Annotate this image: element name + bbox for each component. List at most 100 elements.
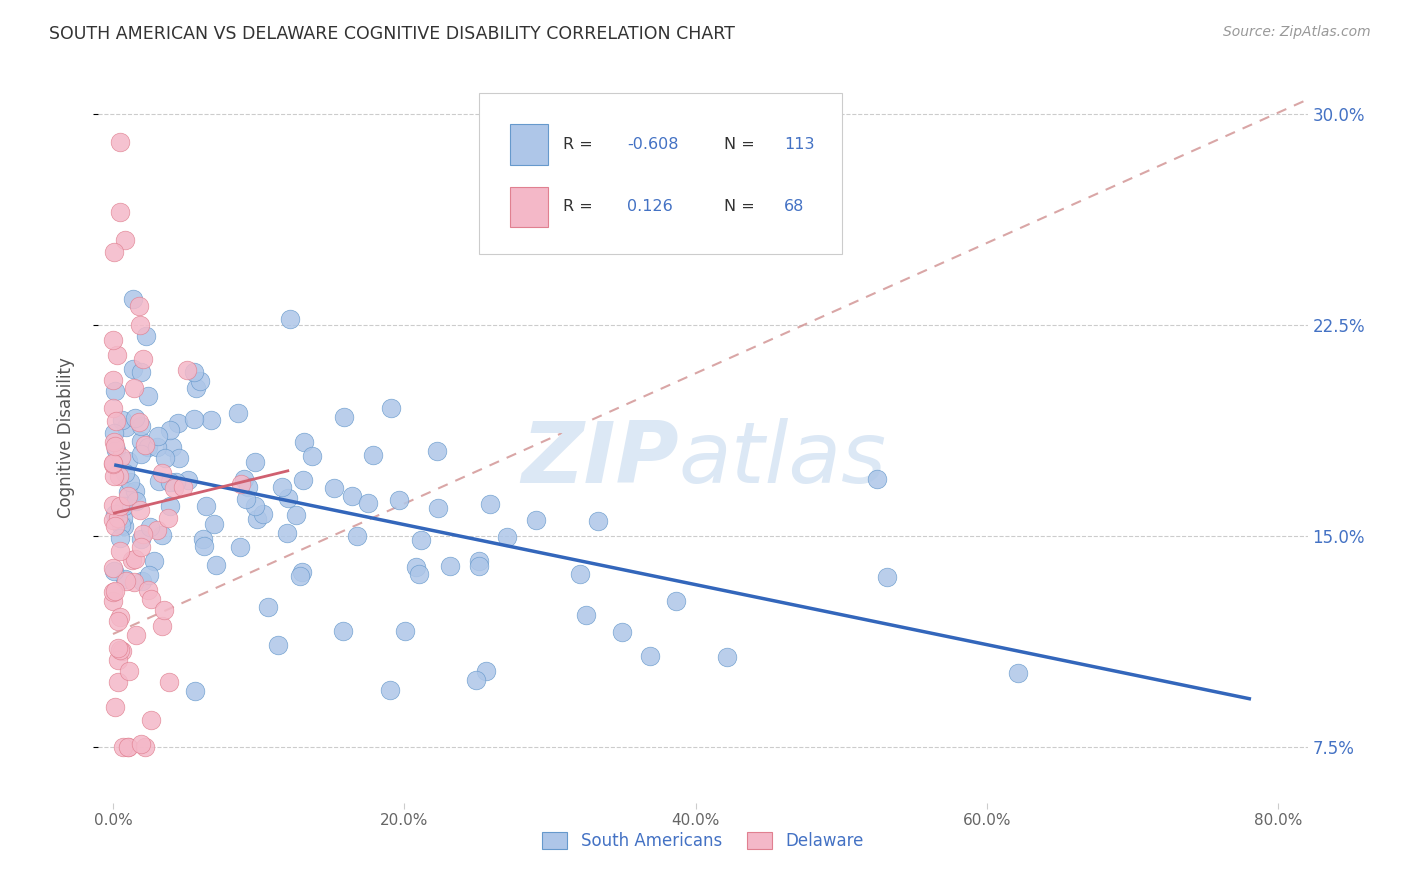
FancyBboxPatch shape <box>509 186 548 227</box>
Point <box>145 524 167 538</box>
Point <box>101 457 124 471</box>
Point <box>121 553 143 567</box>
Point <box>380 401 402 415</box>
Point <box>108 469 131 483</box>
Point <box>195 499 218 513</box>
Point <box>108 642 131 657</box>
Point <box>183 683 205 698</box>
Point <box>524 513 547 527</box>
Point <box>104 699 127 714</box>
Point <box>252 507 274 521</box>
Point <box>124 574 146 589</box>
Point <box>285 508 308 522</box>
Point <box>129 446 152 460</box>
Point <box>176 363 198 377</box>
Point <box>155 450 177 465</box>
Point <box>124 494 146 508</box>
Point <box>131 532 153 546</box>
Point <box>153 603 176 617</box>
Point <box>117 485 139 500</box>
Point <box>866 472 889 486</box>
Text: ZIP: ZIP <box>522 417 679 500</box>
Point <box>101 498 124 512</box>
Point <box>425 444 447 458</box>
Point <box>125 628 148 642</box>
Text: N =: N = <box>724 137 759 152</box>
Point <box>107 614 129 628</box>
Point <box>612 625 634 640</box>
Point <box>291 473 314 487</box>
Point <box>131 574 153 588</box>
Point <box>257 600 280 615</box>
Point <box>332 624 354 638</box>
Point <box>193 532 215 546</box>
Point <box>235 491 257 506</box>
Point <box>104 439 127 453</box>
Point <box>1007 665 1029 680</box>
Point <box>107 674 129 689</box>
Point <box>246 512 269 526</box>
Point <box>202 516 225 531</box>
FancyBboxPatch shape <box>479 94 842 254</box>
Point <box>271 480 294 494</box>
Point <box>243 499 266 513</box>
Point <box>200 412 222 426</box>
Point <box>342 489 364 503</box>
Point <box>160 440 183 454</box>
Point <box>115 420 138 434</box>
Text: SOUTH AMERICAN VS DELAWARE COGNITIVE DISABILITY CORRELATION CHART: SOUTH AMERICAN VS DELAWARE COGNITIVE DIS… <box>49 25 735 43</box>
Point <box>159 423 181 437</box>
Point <box>129 419 152 434</box>
Point <box>111 510 134 524</box>
Point <box>148 474 170 488</box>
Point <box>124 483 146 498</box>
Point <box>118 664 141 678</box>
Point <box>120 475 142 490</box>
Point <box>101 584 124 599</box>
Point <box>112 499 135 513</box>
Point <box>226 406 249 420</box>
Point <box>166 416 188 430</box>
Point <box>468 558 491 573</box>
Point <box>229 540 252 554</box>
Point <box>465 673 488 687</box>
Point <box>159 475 181 489</box>
Point <box>129 503 152 517</box>
Point <box>145 440 167 454</box>
Point <box>205 558 228 572</box>
Point <box>103 334 125 348</box>
Point <box>112 739 135 754</box>
Point <box>159 499 181 513</box>
Point <box>138 567 160 582</box>
Point <box>478 497 501 511</box>
Point <box>107 510 129 524</box>
Text: N =: N = <box>724 199 759 214</box>
Point <box>243 455 266 469</box>
Point <box>117 454 139 468</box>
Point <box>114 573 136 587</box>
Point <box>142 554 165 568</box>
Point <box>276 526 298 541</box>
Point <box>291 565 314 579</box>
Point <box>103 513 125 527</box>
Point <box>108 609 131 624</box>
Point <box>232 472 254 486</box>
Point <box>110 543 132 558</box>
Point <box>136 583 159 598</box>
Point <box>117 739 139 754</box>
Point <box>141 592 163 607</box>
Point <box>104 518 127 533</box>
Point <box>238 479 260 493</box>
Point <box>104 414 127 428</box>
Point <box>117 739 139 754</box>
Text: Source: ZipAtlas.com: Source: ZipAtlas.com <box>1223 25 1371 39</box>
Point <box>135 328 157 343</box>
Point <box>378 683 401 698</box>
Point <box>134 739 156 754</box>
Point <box>128 299 150 313</box>
Point <box>139 713 162 727</box>
Point <box>114 466 136 480</box>
Point <box>101 401 124 415</box>
Legend: South Americans, Delaware: South Americans, Delaware <box>536 825 870 856</box>
Y-axis label: Cognitive Disability: Cognitive Disability <box>56 357 75 517</box>
